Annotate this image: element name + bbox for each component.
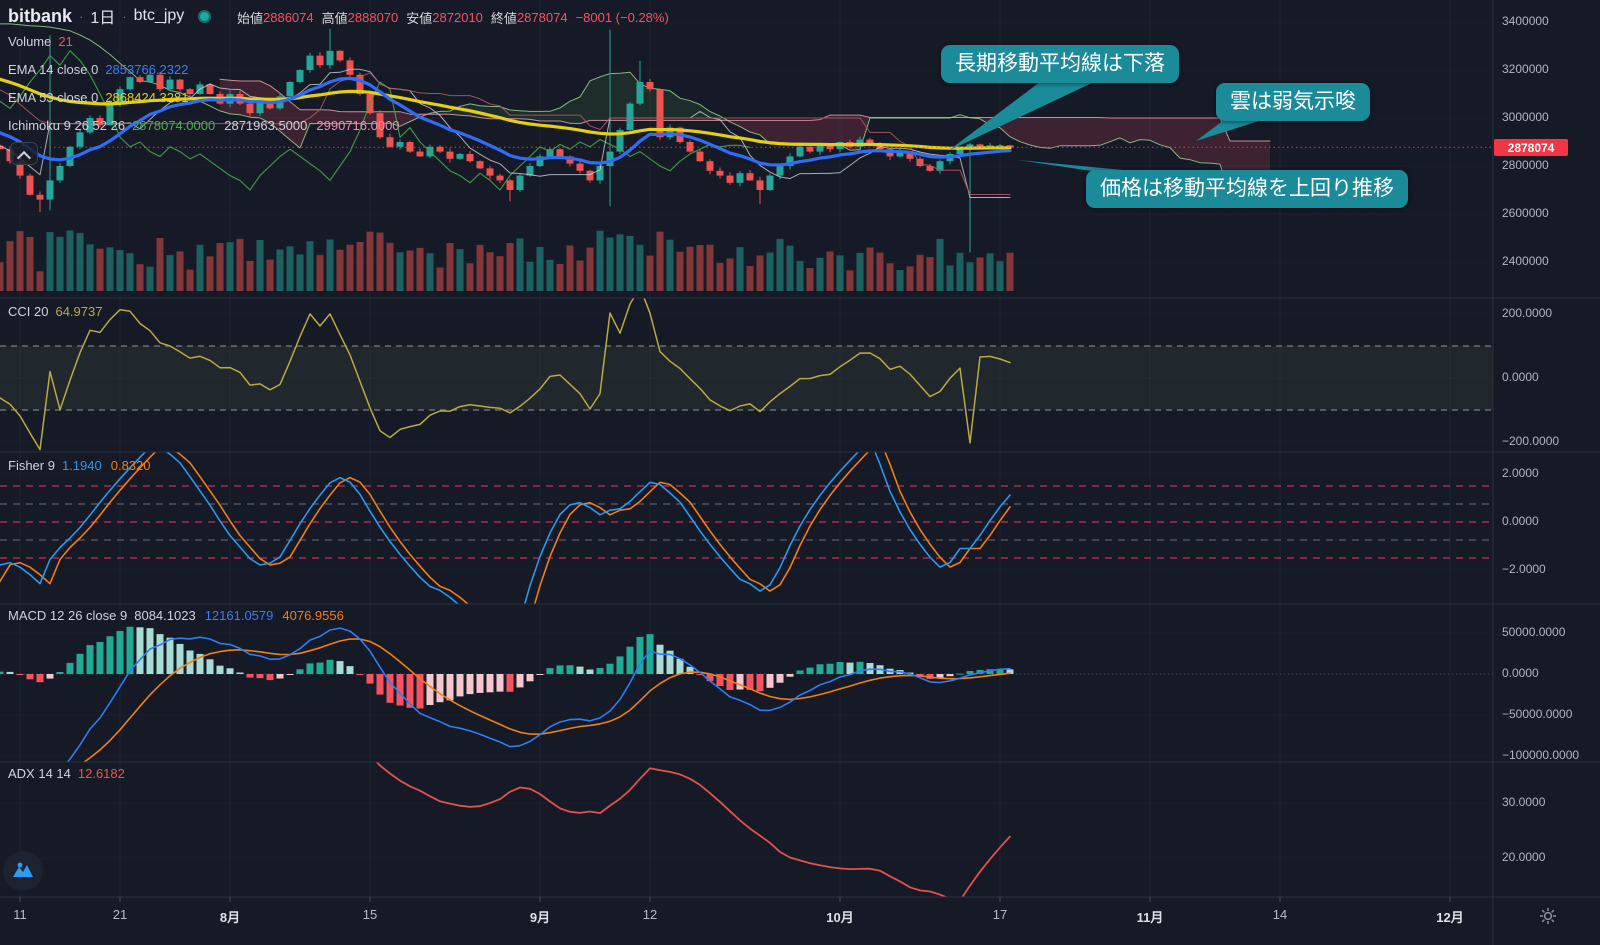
adx-label: ADX 14 14 (8, 766, 71, 781)
fisher-legend[interactable]: Fisher 9 1.1940 0.8320 (8, 458, 160, 473)
symbol-header: bitbank · 1日 · btc_jpy (8, 4, 212, 28)
ichimoku-cloud (0, 23, 1271, 197)
time-tick-label[interactable]: 10月 (826, 910, 854, 925)
ema14-value: 2853766.2322 (105, 62, 189, 77)
high-label: 高値 (321, 11, 348, 26)
close-label: 終値 (490, 11, 517, 26)
fisher-pane (0, 452, 1493, 604)
axis-value-label: 3400000 (1502, 14, 1549, 28)
interval-selector[interactable]: 1日 (90, 10, 116, 27)
ichimoku-lines (0, 50, 1011, 198)
axis-value-label: 0.0000 (1502, 514, 1539, 528)
ema14-label: EMA 14 close 0 (8, 62, 99, 77)
volume-bars (0, 230, 1014, 291)
change-value: −8001 (−0.28%) (575, 10, 669, 25)
annotation-tails (948, 82, 1262, 172)
close-value: 2878074 (516, 10, 568, 25)
adx-value: 12.6182 (77, 766, 125, 781)
time-tick-label[interactable]: 12月 (1436, 910, 1464, 925)
axis-value-label: 200.0000 (1502, 306, 1553, 320)
axis-value-label: 2800000 (1502, 158, 1549, 172)
fisher-value: 1.1940 (61, 458, 102, 473)
market-status-icon (198, 9, 212, 23)
cci-label: CCI 20 (8, 304, 49, 319)
axis-value-label: 3200000 (1502, 62, 1549, 76)
low-value: 2872010 (432, 10, 483, 25)
header-separator: · (79, 8, 84, 24)
macd-label: MACD 12 26 close 9 (8, 608, 128, 623)
cci-legend[interactable]: CCI 20 64.9737 (8, 304, 111, 319)
axis-value-label: 30.0000 (1502, 795, 1546, 809)
adx-legend[interactable]: ADX 14 14 12.6182 (8, 766, 134, 781)
annotation-callout[interactable]: 長期移動平均線は下落 (941, 45, 1179, 84)
last-price-tag: 2878074 (1494, 139, 1568, 156)
cci-value: 64.9737 (55, 304, 103, 319)
logo-mountain-icon (13, 862, 33, 877)
high-value: 2888070 (347, 10, 399, 25)
ohlc-readout: 始値 2886074 高値 2888070 安値 2872010 終値 2878… (237, 8, 669, 27)
axis-value-label: −50000.0000 (1502, 707, 1573, 721)
axis-value-label: 2.0000 (1502, 466, 1539, 480)
axis-value-label: 2400000 (1502, 254, 1549, 268)
axis-value-label: −100000.0000 (1502, 748, 1580, 762)
macd-legend[interactable]: MACD 12 26 close 9 8084.1023 12161.0579 … (8, 608, 353, 623)
ema53-value: 2868424.3281 (105, 90, 189, 105)
ichimoku-value-2: 2871963.5000 (224, 118, 308, 133)
macd-hist-value: 8084.1023 (134, 608, 196, 623)
axis-value-label: −2.0000 (1502, 562, 1546, 576)
time-tick-label[interactable]: 11 (13, 907, 27, 922)
macd-pane (0, 626, 1493, 762)
annotation-callout[interactable]: 雲は弱気示唆 (1216, 83, 1370, 122)
time-tick-label[interactable]: 21 (112, 907, 128, 922)
time-tick-label[interactable]: 8月 (219, 910, 241, 925)
open-value: 2886074 (263, 10, 314, 25)
header-separator: · (122, 8, 127, 24)
fisher-label: Fisher 9 (8, 458, 55, 473)
time-tick-label[interactable]: 11月 (1136, 910, 1164, 925)
time-tick-label[interactable]: 12 (642, 907, 658, 922)
tradingview-logo[interactable] (3, 851, 43, 891)
ema14-legend[interactable]: EMA 14 close 0 2853766.2322 (8, 62, 197, 77)
macd-signal-value: 4076.9556 (282, 608, 344, 623)
chevron-up-icon (16, 150, 32, 165)
axis-value-label: 2600000 (1502, 206, 1549, 220)
axis-value-label: 0.0000 (1502, 666, 1539, 680)
ema53-legend[interactable]: EMA 53 close 0 2868424.3281 (8, 90, 197, 105)
annotation-callout[interactable]: 価格は移動平均線を上回り推移 (1086, 170, 1408, 209)
time-tick-label[interactable]: 9月 (529, 910, 551, 925)
fisher-trigger-value: 0.8320 (110, 458, 151, 473)
axis-value-label: −200.0000 (1502, 434, 1560, 448)
volume-legend[interactable]: Volume 21 (8, 34, 82, 49)
volume-label: Volume (8, 34, 52, 49)
time-tick-label[interactable]: 17 (992, 907, 1008, 922)
axis-value-label: 20.0000 (1502, 850, 1546, 864)
ema53-label: EMA 53 close 0 (8, 90, 99, 105)
axis-value-label: 3000000 (1502, 110, 1549, 124)
ema-lines (0, 76, 1012, 167)
ichimoku-label: Ichimoku 9 26 52 26 (8, 118, 126, 133)
symbol-name[interactable]: btc_jpy (133, 7, 185, 24)
time-tick-label[interactable]: 14 (1272, 907, 1288, 922)
ichimoku-legend[interactable]: Ichimoku 9 26 52 26 2878074.0000 2871963… (8, 118, 409, 133)
ichimoku-value-3: 2990716.0000 (316, 118, 400, 133)
open-label: 始値 (237, 11, 264, 26)
volume-value: 21 (58, 34, 73, 49)
axis-value-label: 50000.0000 (1502, 625, 1566, 639)
ichimoku-value-1: 2878074.0000 (132, 118, 216, 133)
time-tick-label[interactable]: 15 (362, 907, 378, 922)
exchange-name[interactable]: bitbank (8, 5, 73, 26)
cci-pane (0, 298, 1493, 451)
macd-line-value: 12161.0579 (204, 608, 274, 623)
settings-gear-icon[interactable] (1537, 905, 1559, 927)
axis-value-label: 0.0000 (1502, 370, 1539, 384)
adx-pane (375, 762, 1011, 897)
collapse-pane-button[interactable] (10, 142, 38, 165)
low-label: 安値 (406, 11, 433, 26)
